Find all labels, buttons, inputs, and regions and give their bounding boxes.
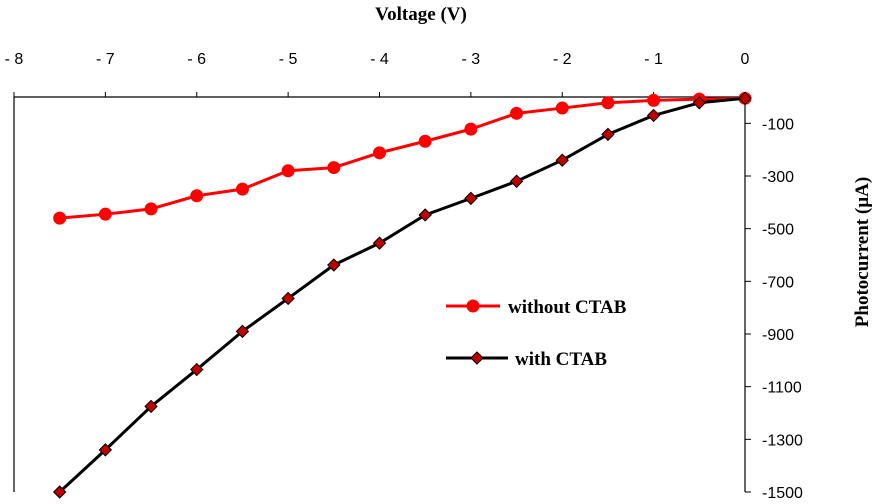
x-tick-label: - 6 bbox=[187, 51, 206, 68]
data-point bbox=[98, 443, 113, 457]
y-tick-label: -500 bbox=[762, 222, 794, 239]
data-point bbox=[601, 127, 615, 142]
series-line bbox=[58, 96, 746, 494]
data-point bbox=[372, 236, 387, 250]
legend-item: with CTAB bbox=[446, 349, 607, 370]
data-point bbox=[373, 146, 386, 160]
series-line bbox=[59, 96, 746, 220]
data-point bbox=[327, 258, 341, 272]
data-point bbox=[509, 174, 524, 188]
legend-marker bbox=[470, 351, 484, 365]
data-point bbox=[52, 485, 67, 499]
legend-marker bbox=[466, 299, 480, 313]
y-tick-label: -1500 bbox=[762, 485, 803, 502]
data-point bbox=[190, 362, 204, 377]
data-point bbox=[281, 291, 295, 306]
data-point bbox=[555, 101, 569, 115]
y-tick-label: -300 bbox=[762, 169, 794, 186]
legend-item: without CTAB bbox=[446, 297, 627, 318]
data-point bbox=[601, 96, 615, 110]
data-point bbox=[418, 208, 432, 222]
data-point bbox=[418, 134, 432, 148]
data-point bbox=[555, 153, 569, 167]
data-point bbox=[464, 191, 478, 206]
x-tick-label: - 3 bbox=[462, 51, 481, 68]
data-point bbox=[738, 91, 752, 106]
data-point bbox=[235, 182, 249, 196]
x-tick-label: - 5 bbox=[279, 51, 298, 68]
x-tick-label: - 7 bbox=[96, 51, 115, 68]
x-tick-label: 0 bbox=[741, 51, 750, 68]
data-point bbox=[327, 161, 341, 175]
y-tick-label: -700 bbox=[762, 274, 794, 291]
data-point bbox=[692, 96, 707, 110]
data-point bbox=[190, 189, 204, 203]
data-point bbox=[53, 211, 67, 225]
series-group bbox=[52, 91, 752, 499]
series-1 bbox=[53, 91, 752, 225]
legend-label: with CTAB bbox=[515, 349, 607, 370]
y-axis-title: Photocurrent (µA) bbox=[852, 177, 873, 327]
y-tick-label: -1300 bbox=[762, 432, 803, 449]
x-tick-label: - 1 bbox=[644, 51, 663, 68]
y-tick-label: -900 bbox=[762, 327, 794, 344]
data-point bbox=[235, 324, 250, 339]
data-point bbox=[281, 164, 295, 178]
y-tick-label: -100 bbox=[762, 116, 794, 133]
data-point bbox=[144, 202, 158, 216]
x-tick-label: - 2 bbox=[553, 51, 572, 68]
x-tick-label: - 8 bbox=[5, 51, 24, 68]
data-point bbox=[98, 207, 112, 221]
x-axis-title: Voltage (V) bbox=[375, 4, 467, 25]
data-point bbox=[646, 108, 661, 123]
data-point bbox=[647, 93, 661, 107]
data-point bbox=[510, 106, 524, 120]
y-tick-label: -1100 bbox=[762, 380, 802, 397]
x-tick-label: - 4 bbox=[370, 51, 389, 68]
axes: - 8 - 7 - 6 - 5 - 4 - 3 - 2 - 1 0 -100 -300 -500 -70… bbox=[5, 51, 803, 502]
data-point bbox=[464, 122, 478, 136]
legend-label: without CTAB bbox=[508, 297, 627, 318]
legend: without CTAB with CTAB bbox=[446, 297, 627, 370]
data-point bbox=[144, 399, 158, 414]
series-2 bbox=[52, 91, 752, 499]
